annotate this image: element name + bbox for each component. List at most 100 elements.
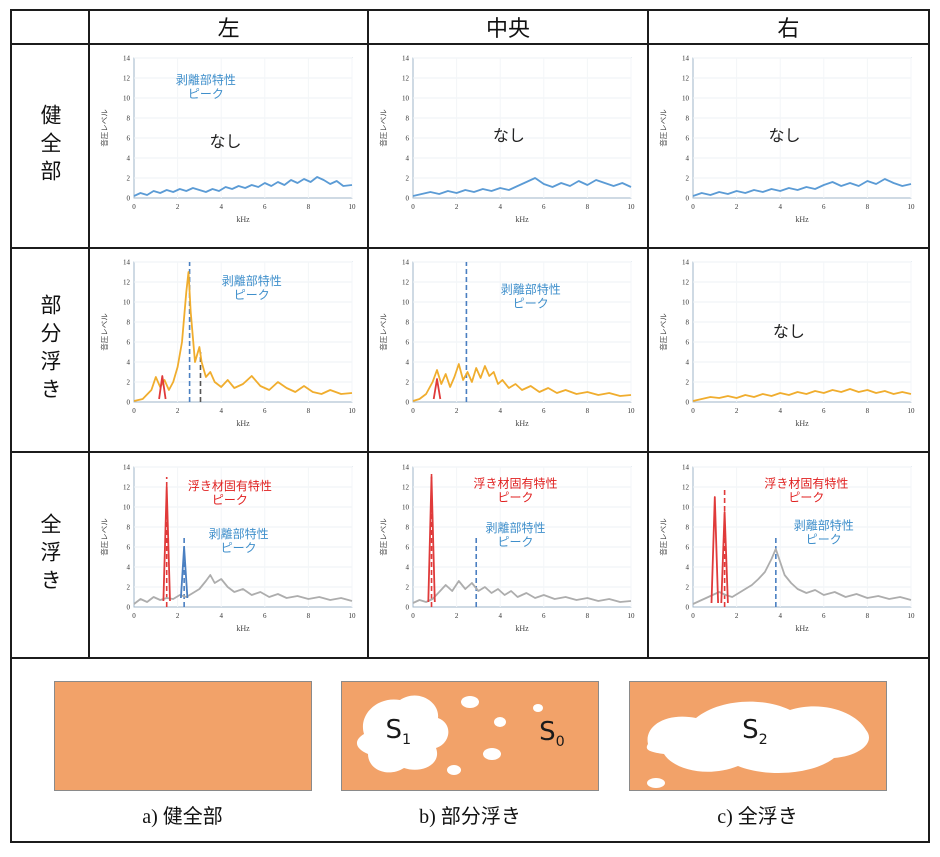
schematic-full: S2 c) 全浮き (628, 681, 887, 829)
slab-full: S2 (628, 681, 887, 791)
chart-cell-partial-right: 0 2 4 6 8 10 12 14 0 2 4 6 8 10 kHz 音圧レベル なし (648, 249, 928, 453)
chart-annotation: なし (773, 323, 805, 341)
x-tick-label: 0 (132, 203, 136, 211)
y-tick-label: 10 (123, 504, 131, 512)
x-tick-label: 2 (455, 612, 459, 620)
x-tick-label: 4 (498, 612, 502, 620)
y-tick-label: 12 (402, 75, 410, 83)
x-tick-label: 2 (176, 203, 180, 211)
y-tick-label: 2 (126, 379, 130, 387)
y-tick-label: 2 (686, 379, 690, 387)
x-tick-label: 6 (822, 407, 826, 415)
chart-cell-full-right: 0 2 4 6 8 10 12 14 0 2 4 6 8 10 kHz 音圧レベル 浮き材固有特性ピーク 剥離部特… (648, 453, 928, 659)
chart-annotation: なし (493, 127, 525, 145)
y-tick-label: 14 (123, 259, 131, 267)
corner-cell (12, 11, 90, 45)
spectrum-series (692, 548, 912, 605)
y-tick-label: 12 (682, 484, 690, 492)
y-tick-label: 6 (405, 544, 409, 552)
axis-y-label: 音圧レベル (658, 313, 668, 351)
schematic-sound: a) 健全部 (53, 681, 312, 829)
x-tick-label: 2 (735, 407, 739, 415)
y-tick-label: 8 (126, 524, 130, 532)
x-tick-label: 6 (822, 203, 826, 211)
x-tick-label: 0 (132, 612, 136, 620)
spectrum-series (412, 363, 632, 402)
spectrum-chart: 0 2 4 6 8 10 12 14 0 2 4 6 8 10 kHz 音圧レベル 浮き材固有特性ピーク剥離部特… (378, 464, 635, 634)
chart-cell-partial-center: 0 2 4 6 8 10 12 14 0 2 4 6 8 10 kHz 音圧レベル 剥離部特性ピーク (369, 249, 649, 453)
axis-x-label: kHz (236, 624, 250, 633)
y-tick-label: 2 (686, 584, 690, 592)
spectrum-chart: 0 2 4 6 8 10 12 14 0 2 4 6 8 10 kHz 音圧レベル 浮き材固有特性ピーク剥離部特… (658, 464, 915, 634)
y-tick-label: 12 (402, 279, 410, 287)
y-tick-label: 2 (126, 175, 130, 183)
y-tick-label: 12 (682, 279, 690, 287)
delamination-blob-small (533, 704, 543, 712)
x-tick-label: 6 (263, 203, 267, 211)
y-tick-label: 0 (405, 399, 409, 407)
x-tick-label: 0 (411, 612, 415, 620)
plot-panel (692, 57, 912, 199)
delamination-blobs-partial (356, 695, 543, 775)
schematic-caption-full: c) 全浮き (717, 806, 798, 828)
y-tick-label: 8 (686, 319, 690, 327)
x-tick-label: 8 (866, 407, 870, 415)
y-tick-label: 14 (123, 464, 131, 472)
x-tick-label: 0 (692, 612, 696, 620)
x-tick-label: 2 (455, 203, 459, 211)
plot-panel (692, 261, 912, 403)
chart-cell-partial-left: 0 2 4 6 8 10 12 14 0 2 4 6 8 10 kHz 音圧レベル 剥離部特性ピーク (90, 249, 370, 453)
y-tick-label: 0 (126, 604, 130, 612)
y-tick-label: 14 (402, 55, 410, 63)
y-tick-label: 4 (686, 359, 690, 367)
schematic-caption-sound: a) 健全部 (142, 806, 223, 828)
axis-x-label: kHz (236, 419, 250, 428)
spectrum-chart-partial-left: 0 2 4 6 8 10 12 14 0 2 4 6 8 10 kHz 音圧レベル 剥離部特性ピーク (96, 252, 362, 448)
x-tick-label: 10 (348, 407, 356, 415)
y-tick-label: 6 (126, 544, 130, 552)
x-tick-label: 0 (692, 407, 696, 415)
spectrum-chart: 0 2 4 6 8 10 12 14 0 2 4 6 8 10 kHz 音圧レベル なし (658, 259, 915, 429)
x-tick-label: 8 (866, 203, 870, 211)
x-tick-label: 0 (411, 203, 415, 211)
x-tick-label: 6 (542, 612, 546, 620)
x-tick-label: 10 (627, 407, 635, 415)
spectrum-chart: 0 2 4 6 8 10 12 14 0 2 4 6 8 10 kHz 音圧レベル 剥離部特性ピーク (99, 259, 356, 429)
y-tick-label: 6 (686, 339, 690, 347)
axis-x-label: kHz (796, 419, 810, 428)
plot-panel (692, 466, 912, 608)
row-header-partial: 部分浮き (12, 249, 90, 453)
row-header-sound: 健全部 (12, 45, 90, 249)
spectrum-series (133, 271, 352, 402)
x-tick-label: 2 (176, 407, 180, 415)
y-tick-label: 0 (405, 604, 409, 612)
spectrum-chart-partial-center: 0 2 4 6 8 10 12 14 0 2 4 6 8 10 kHz 音圧レベル 剥離部特性ピーク (375, 252, 641, 448)
plot-panel (412, 261, 632, 403)
y-tick-label: 12 (123, 279, 131, 287)
plot-panel (412, 466, 632, 608)
y-tick-label: 10 (682, 504, 690, 512)
delamination-blob-large (646, 701, 869, 773)
y-tick-label: 14 (123, 55, 131, 63)
y-tick-label: 8 (686, 524, 690, 532)
y-tick-label: 2 (405, 175, 409, 183)
y-tick-label: 12 (123, 75, 131, 83)
y-tick-label: 4 (686, 155, 690, 163)
delamination-blob-small (646, 778, 665, 788)
peak-overlay (720, 511, 730, 604)
x-tick-label: 2 (455, 407, 459, 415)
y-tick-label: 0 (686, 195, 690, 203)
y-tick-label: 0 (126, 399, 130, 407)
x-tick-label: 8 (306, 407, 310, 415)
axis-y-label: 音圧レベル (99, 109, 109, 147)
delamination-blobs-full (646, 701, 869, 788)
x-tick-label: 0 (692, 203, 696, 211)
chart-cell-full-center: 0 2 4 6 8 10 12 14 0 2 4 6 8 10 kHz 音圧レベル 浮き材固有特性ピーク 剥離部特… (369, 453, 649, 659)
y-tick-label: 10 (123, 95, 131, 103)
peak-overlay (427, 476, 436, 603)
x-tick-label: 8 (586, 407, 590, 415)
y-tick-label: 14 (682, 464, 690, 472)
col-header-right: 右 (648, 11, 928, 45)
x-tick-label: 8 (586, 612, 590, 620)
x-tick-label: 4 (779, 203, 783, 211)
